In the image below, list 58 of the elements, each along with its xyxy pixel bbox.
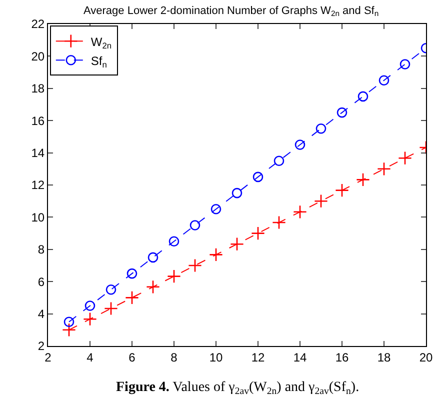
y-tick-label: 16	[31, 114, 45, 128]
point	[314, 194, 328, 208]
x-tick-label: 12	[251, 350, 265, 364]
point	[167, 269, 181, 284]
point	[398, 151, 412, 166]
point	[62, 322, 76, 337]
y-tick-label: 12	[31, 178, 45, 192]
point	[232, 188, 242, 198]
text: Figure 4. Values of γ$_{2av}$(W$_{2n}$) and γ$_{2av}$(Sf$_{n}$).	[116, 380, 360, 397]
chart-title: Average Lower 2-domination Number of Graphs W$_{2n}$ and Sf$_{n}$	[84, 4, 379, 18]
point	[336, 107, 348, 118]
point	[210, 204, 222, 214]
point	[106, 284, 116, 295]
point	[126, 268, 138, 279]
x-tick-label: 16	[335, 350, 349, 364]
point	[209, 248, 223, 262]
point	[378, 75, 390, 86]
point	[84, 300, 96, 311]
point	[64, 316, 74, 327]
point	[251, 226, 265, 240]
legend-label: W$_{2n}$	[90, 34, 112, 50]
x-tick-label: 6	[128, 350, 136, 364]
point	[377, 162, 391, 176]
x-tick-label: 10	[209, 350, 223, 364]
point	[294, 140, 306, 150]
y-tick-label: 20	[31, 49, 45, 64]
point	[356, 172, 370, 187]
point	[104, 302, 118, 316]
point	[146, 280, 160, 294]
y-tick-label: 22	[31, 17, 45, 32]
point	[335, 183, 349, 198]
point	[293, 204, 307, 219]
y-tick-label: 2	[38, 339, 45, 354]
y-tick-label: 6	[38, 274, 45, 289]
y-tick-label: 4	[38, 307, 45, 321]
y-tick-label: 14	[31, 146, 45, 160]
point	[316, 124, 326, 134]
point	[148, 252, 158, 263]
point	[230, 237, 244, 252]
y-tick-label: 8	[38, 242, 45, 257]
y-tick-label: 18	[31, 82, 45, 96]
x-tick-label: 20	[419, 350, 433, 364]
point	[190, 220, 200, 230]
legend-label: Sf$_{n}$	[90, 54, 108, 70]
point	[83, 312, 97, 326]
point	[252, 172, 264, 182]
x-tick-label: 18	[377, 350, 391, 364]
x-tick-label: 8	[170, 350, 178, 364]
point	[168, 236, 180, 246]
y-tick-label: 10	[31, 210, 45, 224]
point	[358, 91, 368, 102]
x-tick-label: 14	[293, 350, 307, 364]
point	[400, 59, 410, 70]
point	[272, 216, 286, 230]
x-tick-label: 4	[86, 350, 94, 364]
point	[188, 258, 202, 272]
point	[274, 156, 284, 166]
point	[125, 290, 139, 305]
